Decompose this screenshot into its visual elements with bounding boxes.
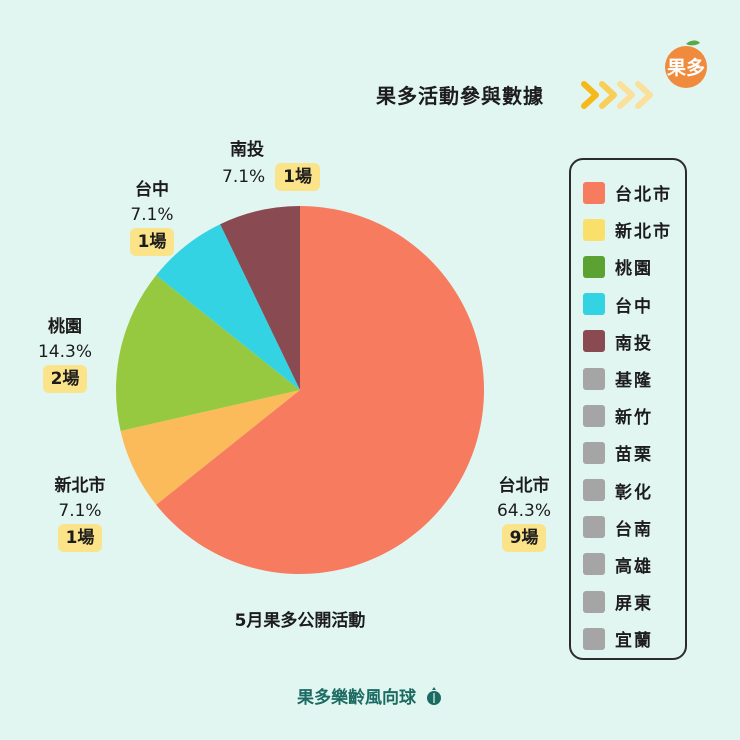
slice-percent: 7.1% bbox=[222, 167, 266, 187]
legend-item: 桃園 bbox=[583, 248, 685, 285]
chevron-arrows-icon bbox=[580, 80, 660, 114]
legend-swatch bbox=[583, 590, 605, 613]
legend-label: 屏東 bbox=[615, 594, 653, 615]
slice-percent: 7.1% bbox=[58, 501, 102, 521]
legend-item: 基隆 bbox=[583, 360, 685, 397]
legend-swatch bbox=[583, 553, 605, 576]
chart-legend: 台北市新北市桃園台中南投基隆新竹苗栗彰化台南高雄屏東宜蘭 bbox=[569, 158, 687, 660]
legend-label: 基隆 bbox=[615, 371, 653, 392]
legend-swatch bbox=[583, 479, 605, 502]
slice-label-nantou: 南投 7.1% 1場 bbox=[222, 138, 352, 191]
slice-name: 新北市 bbox=[54, 476, 106, 496]
logo-text: 果多 bbox=[666, 56, 705, 79]
slice-count-badge: 9場 bbox=[501, 524, 547, 552]
brand-logo: 果多 bbox=[658, 36, 714, 96]
legend-label: 新北市 bbox=[615, 222, 672, 243]
legend-label: 桃園 bbox=[615, 259, 653, 280]
legend-item: 台中 bbox=[583, 286, 685, 323]
slice-count-badge: 2場 bbox=[42, 365, 88, 393]
slice-label-taoyuan: 桃園 14.3% 2場 bbox=[22, 315, 108, 393]
slice-name: 台中 bbox=[135, 180, 169, 200]
legend-label: 台北市 bbox=[615, 185, 672, 206]
slice-label-taichung: 台中 7.1% 1場 bbox=[112, 178, 192, 256]
legend-swatch bbox=[583, 330, 605, 353]
legend-swatch bbox=[583, 255, 605, 278]
pie-slice-3 bbox=[156, 224, 300, 390]
slice-count-badge: 1場 bbox=[129, 228, 175, 256]
slice-percent: 7.1% bbox=[130, 205, 174, 225]
slice-percent: 14.3% bbox=[37, 342, 92, 362]
pie-slice-1 bbox=[120, 390, 300, 505]
pie-chart bbox=[116, 206, 484, 574]
legend-item: 台北市 bbox=[583, 174, 685, 211]
legend-label: 宜蘭 bbox=[615, 631, 653, 652]
pie-slice-4 bbox=[220, 206, 300, 390]
footer-brand: 果多樂齡風向球 bbox=[270, 683, 470, 711]
slice-name: 台北市 bbox=[498, 476, 550, 496]
legend-item: 宜蘭 bbox=[583, 620, 685, 657]
slice-count-badge: 1場 bbox=[57, 524, 103, 552]
chart-caption: 5月果多公開活動 bbox=[234, 611, 366, 631]
legend-item: 屏東 bbox=[583, 583, 685, 620]
slice-name: 南投 bbox=[230, 140, 264, 160]
legend-label: 高雄 bbox=[615, 556, 653, 577]
legend-item: 彰化 bbox=[583, 472, 685, 509]
legend-item: 苗栗 bbox=[583, 434, 685, 471]
slice-label-new-taipei: 新北市 7.1% 1場 bbox=[40, 474, 120, 552]
legend-item: 高雄 bbox=[583, 546, 685, 583]
legend-swatch bbox=[583, 293, 605, 316]
legend-item: 新北市 bbox=[583, 211, 685, 248]
legend-label: 苗栗 bbox=[615, 445, 653, 466]
slice-label-taipei: 台北市 64.3% 9場 bbox=[486, 474, 562, 552]
leaf-ball-icon bbox=[425, 686, 443, 711]
legend-swatch bbox=[583, 218, 605, 241]
legend-label: 台南 bbox=[615, 519, 653, 540]
legend-swatch bbox=[583, 516, 605, 539]
slice-percent: 64.3% bbox=[496, 501, 551, 521]
legend-swatch bbox=[583, 627, 605, 650]
slice-name: 桃園 bbox=[48, 317, 82, 337]
legend-item: 新竹 bbox=[583, 397, 685, 434]
legend-label: 彰化 bbox=[615, 482, 653, 503]
legend-label: 新竹 bbox=[615, 408, 653, 429]
legend-item: 南投 bbox=[583, 323, 685, 360]
pie-slice-0 bbox=[156, 206, 484, 574]
legend-swatch bbox=[583, 181, 605, 204]
pie-slice-2 bbox=[116, 275, 301, 431]
legend-swatch bbox=[583, 404, 605, 427]
legend-label: 南投 bbox=[615, 333, 653, 354]
footer-text: 果多樂齡風向球 bbox=[297, 688, 417, 708]
legend-item: 台南 bbox=[583, 509, 685, 546]
legend-swatch bbox=[583, 367, 605, 390]
legend-swatch bbox=[583, 441, 605, 464]
legend-label: 台中 bbox=[615, 296, 653, 317]
slice-count-badge: 1場 bbox=[275, 163, 320, 191]
page-title: 果多活動參與數據 bbox=[376, 84, 544, 108]
